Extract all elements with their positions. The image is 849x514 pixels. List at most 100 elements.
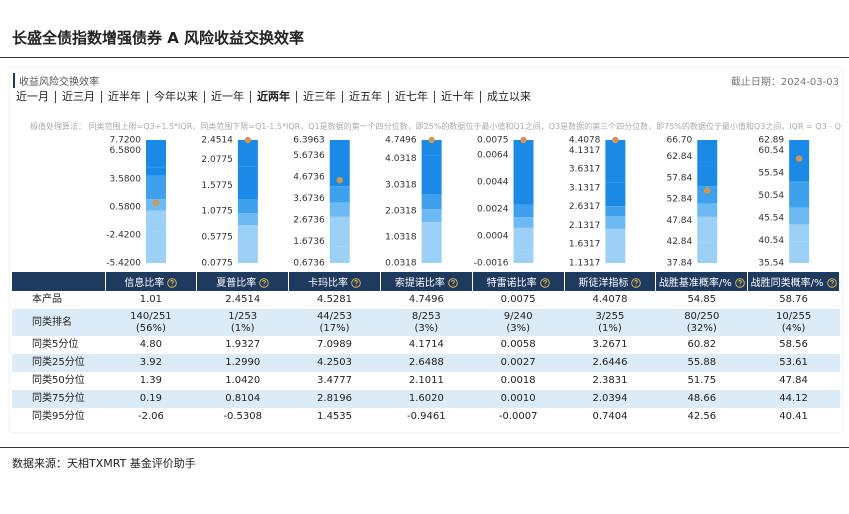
quantile-segment [605, 140, 626, 183]
table-cell: 2.8196 [288, 390, 381, 408]
table-cell: 4.5281 [317, 294, 353, 305]
table-cell: -0.0007 [498, 411, 538, 422]
table-cell: 4.4078 [592, 294, 628, 305]
icon-glyph [829, 280, 834, 286]
y-tick-label: 1.6317 [569, 240, 601, 250]
quantile-bar [513, 140, 534, 263]
quantile-segment [513, 250, 534, 263]
help-icon [448, 278, 458, 288]
table-cell: 9/240 (3%) [472, 309, 565, 336]
quantile-segment [789, 159, 810, 182]
tab[interactable]: 近一年 [204, 91, 250, 103]
table-row: 同类排名 140/251 (56%) 1/253 (1%) 44/253 (17%) 8/25… [12, 309, 840, 336]
table-cell: 1.9327 [225, 339, 261, 350]
header-cell: 战胜基准概率/% [655, 272, 749, 291]
table-cell: 0.8104 [196, 390, 289, 408]
table-cell: 0.19 [105, 390, 197, 408]
table-cell: 4.2503 [288, 354, 381, 372]
product-dot [795, 155, 803, 162]
quantile-segment [697, 140, 718, 166]
table-cell: 0.0027 [472, 354, 565, 372]
icon-glyph [170, 280, 175, 286]
y-tick-label: 0.0064 [477, 150, 509, 160]
table-cell: 44.12 [747, 390, 840, 408]
tab[interactable]: 近一月 [16, 90, 49, 103]
y-tick-label: 57.84 [666, 173, 692, 183]
quantile-segment [605, 216, 626, 229]
tab[interactable]: 近三月 [55, 91, 101, 103]
quantile-segment [421, 140, 442, 156]
product-dot [520, 136, 527, 144]
tab[interactable]: 近十年 [434, 91, 480, 103]
quantile-segment [238, 263, 258, 270]
header-cell [12, 272, 106, 291]
quantile-segment [697, 186, 718, 204]
row-label: 同类95分位 [32, 411, 85, 422]
icon-ring [167, 278, 178, 288]
quantile-segment [421, 155, 442, 195]
y-tick-label: 0.6736 [293, 259, 325, 269]
note: 极值处理算法： 同类范围上限=Q3+1.5*IQR，同类范围下限=Q1-1.5*… [30, 122, 842, 131]
quantile-segment [605, 228, 626, 263]
icon-glyph [737, 280, 742, 286]
table-cell: -2.06 [137, 411, 164, 422]
quantile-bar [605, 140, 626, 263]
table-cell: 55.88 [655, 354, 748, 372]
icon-ring [351, 278, 361, 288]
tab[interactable]: 成立以来 [480, 91, 537, 103]
y-tick-label: 1.6736 [293, 237, 325, 247]
icon-ring [734, 278, 745, 288]
icon-glyph [262, 280, 267, 286]
page-title: 长盛全债指数增强债券 A 风险收益交换效率 [12, 29, 305, 47]
icon-glyph [542, 280, 547, 286]
quantile-segment [329, 246, 350, 263]
product-dot [704, 187, 711, 194]
table-cell: 1.4535 [317, 411, 353, 422]
table-cell: 2.1011 [408, 375, 444, 386]
y-tick-label: 0.5775 [201, 233, 233, 243]
table-cell: 48.66 [655, 390, 748, 408]
table-row: 本产品 1.01 2.4514 4.5281 4.7496 0.0075 4.4078 54.… [12, 291, 840, 309]
table-cell: -0.9461 [407, 411, 446, 422]
divider [0, 447, 849, 448]
quantile-segment [329, 186, 350, 203]
quantile-segment [330, 130, 350, 140]
tab[interactable]: 近两年 [250, 91, 296, 103]
table-cell: 4.1714 [408, 339, 444, 350]
header-label: 夏普比率 [216, 278, 257, 289]
tab[interactable]: 近半年 [101, 91, 147, 103]
y-tick-label: 66.70 [666, 136, 692, 146]
table-cell: 10/255 (4%) [747, 309, 840, 336]
tab[interactable]: 今年以来 [147, 91, 204, 103]
y-tick-label: 5.6736 [293, 151, 325, 161]
quantile-segment [697, 165, 718, 187]
y-tick-label: 0.0075 [477, 136, 509, 146]
table-row: 同类95分位 -2.06 -0.5308 1.4535 -0.9461 -0.0007 0.… [12, 408, 840, 426]
cell-line: 10/255 [776, 310, 812, 322]
quantile-segment [329, 202, 350, 217]
y-tick-label: 50.54 [758, 191, 784, 201]
quantile-bar [697, 140, 718, 263]
header-cell: 特雷诺比率 [472, 272, 565, 291]
icon-ring [259, 278, 269, 288]
y-tick-label: 2.0318 [385, 206, 417, 216]
table-cell: 0.0058 [500, 339, 536, 350]
table-cell: 0.7404 [592, 411, 628, 422]
table-cell: 44/253 (17%) [288, 309, 381, 336]
icon-ring [448, 278, 458, 288]
y-tick-label: 3.6317 [569, 165, 601, 175]
header-cell: 战胜同类概率/% [747, 272, 840, 291]
quantile-bar [329, 130, 350, 263]
help-icon [167, 278, 178, 288]
cell-line: 44/253 [316, 310, 353, 322]
quantile-bar [789, 140, 810, 263]
tab[interactable]: 近三年 [296, 91, 342, 103]
quantile-segment [237, 213, 258, 226]
tab[interactable]: 近五年 [342, 91, 388, 103]
icon-ring [539, 278, 550, 288]
quantile-bar [146, 140, 166, 263]
header-label: 特雷诺比率 [486, 278, 537, 289]
y-tick-label: 0.5800 [110, 202, 142, 212]
table-cell: 1.01 [139, 294, 163, 305]
tab[interactable]: 近七年 [388, 91, 434, 103]
